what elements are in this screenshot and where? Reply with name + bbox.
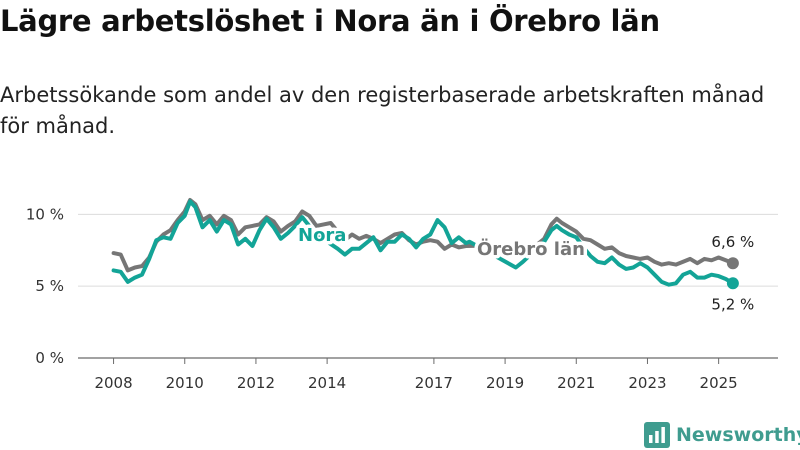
x-tick-label: 2017 — [415, 374, 453, 392]
series-line-nora — [111, 199, 735, 287]
series-label: Nora — [298, 225, 346, 246]
page-title: Lägre arbetslöshet i Nora än i Örebro lä… — [0, 4, 660, 38]
page-subtitle: Arbetssökande som andel av den registerb… — [0, 83, 765, 138]
x-tick-label: 2008 — [94, 374, 132, 392]
y-tick-label: 10 % — [26, 205, 64, 223]
x-tick-label: 2019 — [486, 374, 524, 392]
y-tick-label: 0 % — [35, 349, 64, 367]
end-point-nora — [726, 277, 739, 290]
end-point--rebro-l-n — [726, 257, 739, 270]
y-tick-label: 5 % — [35, 277, 64, 295]
series-lines — [111, 198, 739, 290]
end-value-label: 6,6 % — [711, 233, 754, 251]
x-axis: 2008 2010 2012 2014 2017 2019 2021 2023 2025 — [94, 358, 738, 392]
x-tick-label: 2025 — [700, 374, 738, 392]
x-tick-label: 2010 — [166, 374, 204, 392]
bar-chart-icon — [644, 422, 670, 448]
end-value-label: 5,2 % — [711, 295, 754, 313]
series-label: Örebro län — [477, 238, 585, 260]
brand-logo: Newsworthy — [644, 420, 800, 450]
series-line--rebro-l-n — [111, 198, 735, 273]
brand-name: Newsworthy — [676, 424, 800, 446]
x-tick-label: 2023 — [628, 374, 666, 392]
x-tick-label: 2014 — [308, 374, 346, 392]
y-axis: 0 % 5 % 10 % — [26, 205, 64, 367]
x-tick-label: 2021 — [557, 374, 595, 392]
series-labels: Nora Örebro län 6,6 % 5,2 % — [295, 222, 755, 314]
gridlines — [78, 213, 778, 359]
x-tick-label: 2012 — [237, 374, 275, 392]
